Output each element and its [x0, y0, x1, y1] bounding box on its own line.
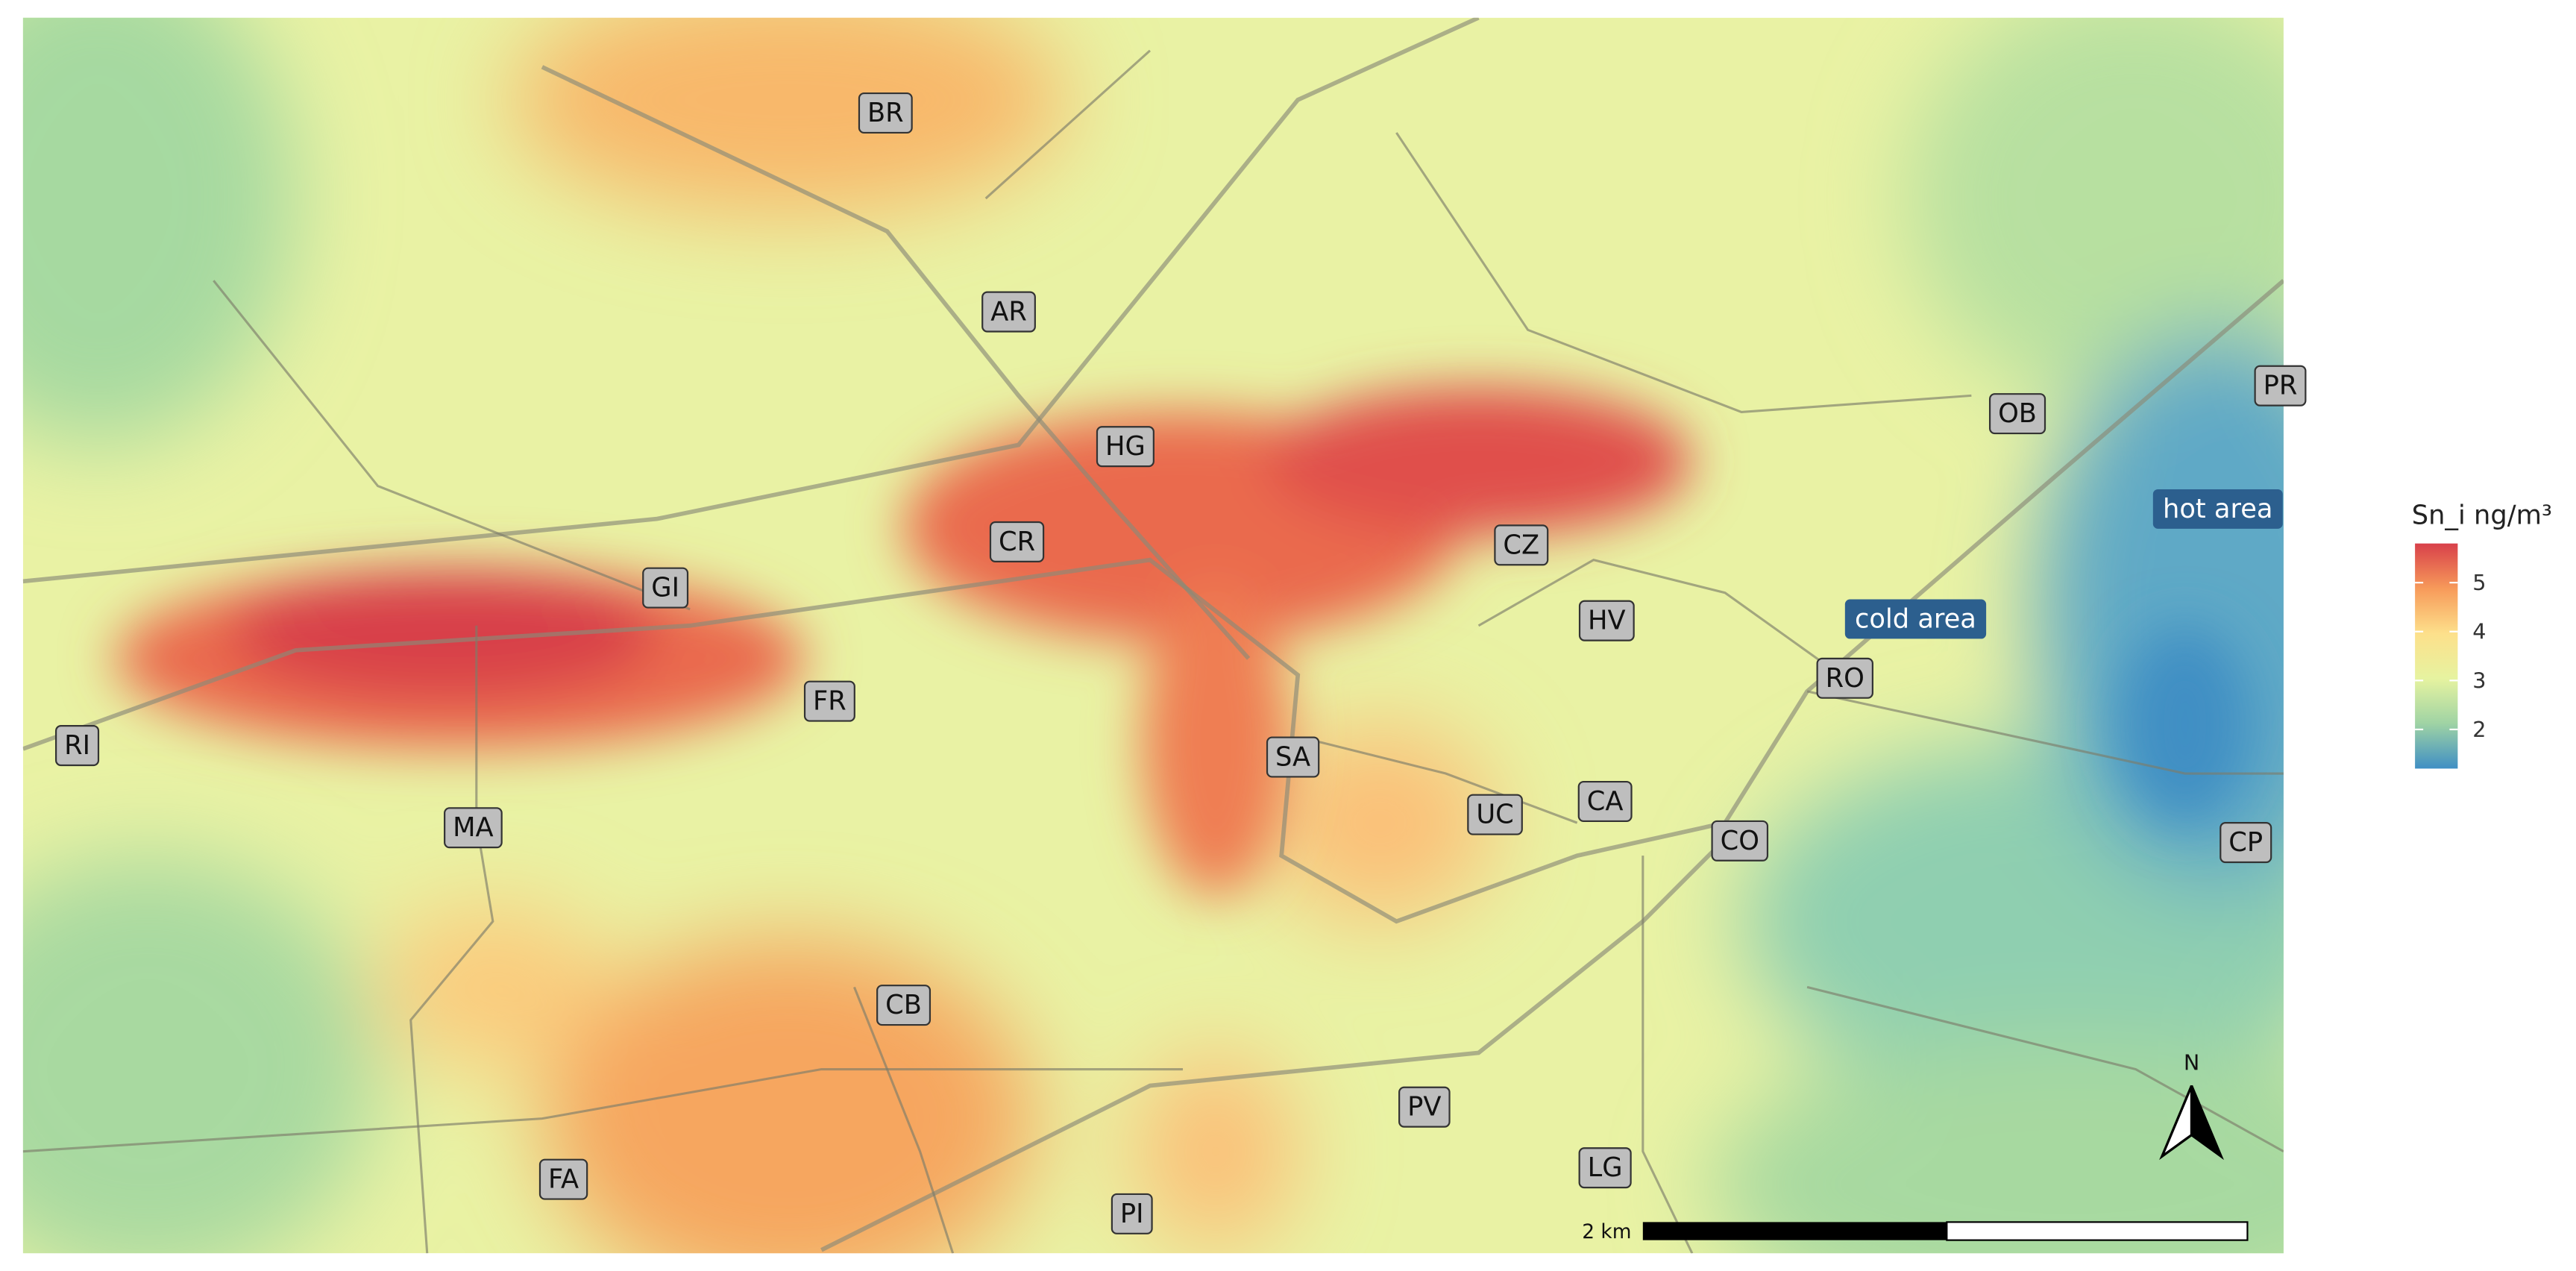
place-label: BR — [858, 92, 913, 134]
place-label: LG — [1578, 1147, 1632, 1189]
place-label: AR — [981, 291, 1036, 333]
scale-bar-label: 2 km — [1582, 1220, 1631, 1243]
place-label: CZ — [1494, 524, 1549, 566]
place-label-text: FA — [548, 1164, 579, 1195]
legend: Sn_i ng/m³ 2 3 4 5 — [2412, 500, 2552, 769]
place-label-text: PI — [1120, 1199, 1144, 1229]
place-label-text: MA — [453, 812, 494, 843]
place-label-box — [1988, 393, 2046, 435]
north-arrow-right — [2190, 1085, 2224, 1161]
place-label: MA — [444, 807, 503, 849]
place-label-text: PR — [2264, 371, 2298, 401]
place-label-box — [1577, 780, 1633, 823]
place-label-box — [2254, 365, 2307, 407]
place-label-box — [803, 680, 855, 722]
place-label: CP — [2220, 822, 2272, 864]
place-label-text: AR — [990, 297, 1027, 327]
heatmap — [22, 17, 2284, 1254]
place-label-box — [2220, 822, 2272, 864]
place-label-text: FR — [813, 686, 846, 717]
scale-bar-black — [1642, 1222, 1947, 1240]
north-arrow: N — [2159, 1050, 2224, 1161]
place-label-text: CB — [885, 990, 922, 1020]
place-label-box — [1266, 736, 1320, 778]
place-label: GI — [642, 567, 689, 609]
place-label-box — [1816, 657, 1873, 699]
place-label: UC — [1467, 794, 1523, 835]
place-label-text: RI — [64, 730, 90, 761]
place-label: PR — [2254, 365, 2307, 407]
place-label: RI — [54, 725, 100, 767]
legend-title: Sn_i ng/m³ — [2412, 500, 2552, 531]
place-label-box — [1711, 820, 1769, 862]
place-label-text: CO — [1721, 826, 1759, 856]
place-label-text: CA — [1587, 786, 1624, 817]
scale-bar: 2 km — [1582, 1220, 2249, 1243]
legend-tick-label: 3 — [2472, 668, 2486, 693]
place-label-text: SA — [1275, 742, 1310, 773]
place-label: PV — [1398, 1086, 1451, 1128]
legend-tick-label: 2 — [2472, 717, 2486, 742]
place-label-text: CZ — [1503, 530, 1539, 560]
place-label: SA — [1266, 736, 1320, 778]
place-label: CO — [1711, 820, 1769, 862]
legend-tick-label: 4 — [2472, 619, 2486, 644]
scale-bar-white — [1946, 1221, 2249, 1241]
place-label-box — [1110, 1193, 1153, 1234]
place-label-box — [1494, 524, 1549, 566]
place-label: HV — [1578, 600, 1635, 641]
place-label: HG — [1096, 426, 1155, 468]
place-label-box — [876, 985, 932, 1026]
place-label: FA — [538, 1158, 588, 1200]
annotation-box — [2152, 489, 2283, 529]
place-label-text: HG — [1105, 431, 1146, 462]
place-label: CB — [876, 985, 932, 1026]
place-label: CA — [1577, 780, 1633, 823]
place-label-box — [1578, 600, 1635, 641]
place-label-text: CP — [2228, 827, 2263, 858]
place-label: PI — [1110, 1193, 1153, 1234]
annotation-text: cold area — [1855, 603, 1976, 634]
annotation: cold area — [1844, 599, 1987, 639]
place-label-text: OB — [1998, 398, 2037, 429]
place-label: FR — [803, 680, 855, 722]
annotation: hot area — [2152, 489, 2283, 529]
place-label-text: GI — [651, 573, 679, 603]
place-label-text: RO — [1826, 663, 1865, 694]
place-label-box — [642, 567, 689, 609]
place-label-text: HV — [1588, 606, 1626, 636]
legend-tick-label: 5 — [2472, 570, 2486, 595]
color-bar — [2415, 543, 2458, 769]
place-label-box — [1578, 1147, 1632, 1189]
place-label-box — [444, 807, 503, 849]
annotation-box — [1844, 599, 1987, 639]
place-label-text: CR — [999, 527, 1035, 557]
place-label: CR — [989, 521, 1045, 562]
place-label: RO — [1816, 657, 1873, 699]
annotation-text: hot area — [2163, 494, 2272, 524]
place-label-box — [1398, 1086, 1451, 1128]
place-label-box — [538, 1158, 588, 1200]
north-label: N — [2184, 1050, 2199, 1076]
place-label-box — [1467, 794, 1523, 835]
place-label-box — [1096, 426, 1155, 468]
place-label-text: LG — [1588, 1152, 1623, 1183]
place-label-box — [989, 521, 1045, 562]
place-label-box — [858, 92, 913, 134]
place-label-text: PV — [1407, 1092, 1441, 1123]
place-label-box — [54, 725, 100, 767]
place-label-box — [981, 291, 1036, 333]
place-label-text: BR — [867, 98, 904, 128]
place-label: OB — [1988, 393, 2046, 435]
place-labels: BR AR HG CR GI FR RI MA SA CZ HV UC CA CO RO OB PR CP CB FA… — [54, 92, 2307, 1234]
place-label-text: UC — [1476, 800, 1513, 830]
roads — [22, 17, 2284, 1254]
